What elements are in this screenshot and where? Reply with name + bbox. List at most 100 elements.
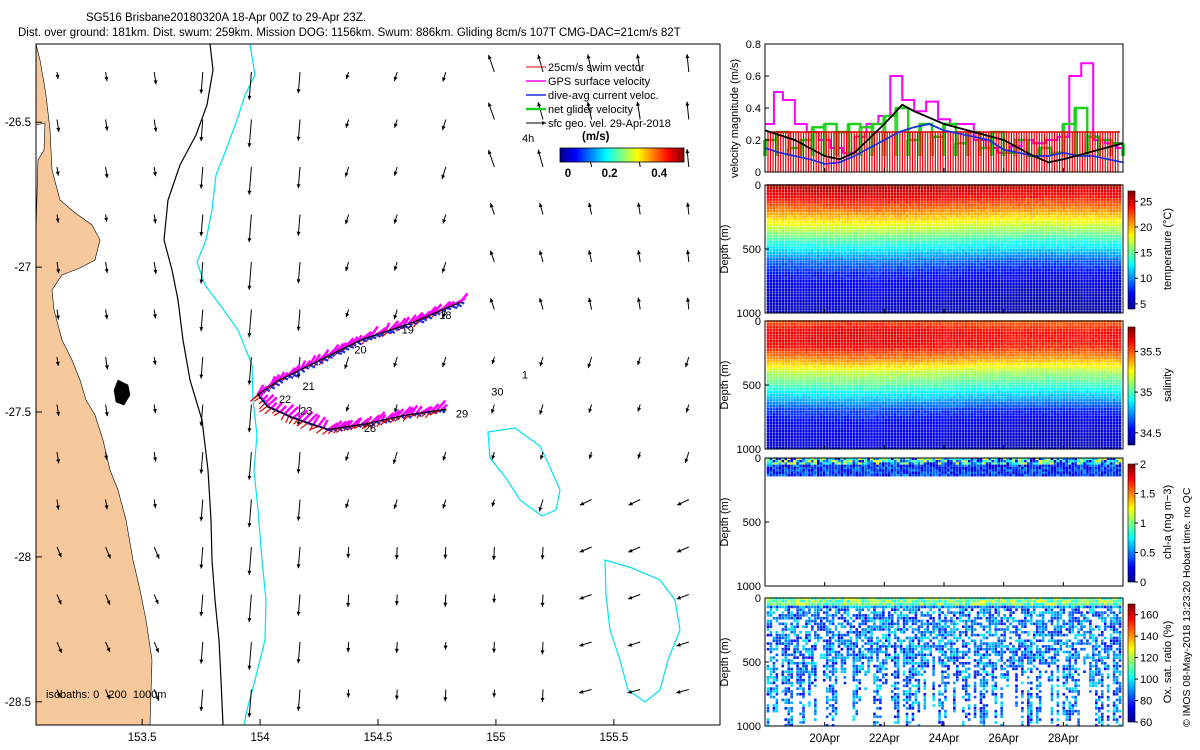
section-dot — [831, 294, 835, 297]
section-dot — [905, 195, 909, 199]
section-dot — [911, 223, 915, 227]
section-dot — [1041, 251, 1045, 255]
section-dot — [997, 187, 1001, 190]
section-dot — [958, 285, 962, 289]
section-dot — [1032, 198, 1036, 201]
section-dot — [1032, 257, 1036, 261]
section-dot — [923, 251, 927, 255]
section-dot — [834, 305, 838, 308]
section-dot — [911, 206, 915, 210]
section-dot — [805, 254, 808, 258]
section-dot — [852, 308, 856, 311]
section-dot — [985, 229, 989, 232]
section-dot — [1035, 277, 1039, 280]
section-dot — [1029, 305, 1033, 308]
section-dot — [982, 268, 986, 272]
section-dot — [882, 257, 885, 261]
section-dot — [914, 201, 918, 204]
section-dot — [896, 206, 900, 210]
section-dot — [896, 220, 900, 224]
section-dot — [964, 223, 968, 227]
section-dot — [1038, 220, 1042, 224]
section-dot — [861, 189, 864, 193]
section-dot — [991, 243, 995, 246]
section-dot — [778, 265, 782, 269]
section-dot — [890, 282, 894, 286]
section-dot — [796, 198, 799, 201]
section-dot — [790, 201, 793, 204]
section-dot — [811, 209, 814, 213]
section-dot — [997, 218, 1001, 221]
section-dot — [944, 195, 947, 199]
section-dot — [1006, 243, 1009, 246]
section-dot — [849, 271, 853, 275]
section-dot — [991, 277, 995, 280]
section-dot — [1044, 192, 1048, 196]
section-dot — [843, 246, 847, 249]
section-dot — [973, 223, 977, 227]
section-dot — [1050, 288, 1054, 292]
section-dot — [864, 212, 867, 215]
section-dot — [976, 187, 980, 190]
section-dot — [961, 305, 965, 308]
section-dot — [914, 291, 918, 294]
section-dot — [769, 271, 773, 275]
section-dot — [861, 243, 864, 246]
section-dot — [997, 263, 1001, 266]
section-dot — [769, 294, 773, 297]
section-dot — [885, 226, 888, 230]
section-dot — [858, 187, 861, 190]
section-dot — [905, 232, 909, 235]
section-dot — [950, 251, 953, 255]
section-dot — [772, 201, 776, 204]
section-dot — [861, 215, 864, 218]
section-dot — [867, 229, 870, 232]
section-dot — [988, 271, 992, 275]
section-dot — [834, 201, 838, 204]
section-dot — [1029, 195, 1033, 199]
section-dot — [772, 229, 776, 232]
section-dot — [778, 279, 782, 283]
section-dot — [964, 248, 968, 252]
section-dot — [819, 232, 823, 235]
section-dot — [781, 198, 785, 201]
section-dot — [837, 263, 841, 266]
section-dot — [1009, 294, 1012, 297]
section-dot — [941, 299, 944, 303]
section-dot — [914, 206, 918, 210]
section-dot — [1041, 271, 1045, 275]
section-dot — [811, 254, 814, 258]
section-dot — [958, 240, 962, 244]
section-dot — [1029, 226, 1033, 230]
section-dot — [769, 232, 773, 235]
section-dot — [908, 248, 912, 252]
section-dot — [1038, 206, 1042, 210]
section-dot — [985, 234, 989, 238]
section-dot — [917, 263, 921, 266]
section-dot — [994, 215, 998, 218]
section-dot — [950, 246, 953, 249]
section-dot — [799, 240, 802, 244]
section-dot — [778, 203, 782, 207]
section-dot — [1006, 248, 1009, 252]
geo-velocity-arrow — [296, 641, 301, 664]
geo-velocity-arrow — [199, 119, 204, 142]
section-dot — [846, 192, 850, 196]
section-dot — [858, 218, 861, 221]
section-dot — [935, 282, 938, 286]
section-dot — [772, 274, 776, 277]
section-dot — [858, 257, 861, 261]
section-dot — [778, 215, 782, 218]
section-dot — [846, 237, 850, 241]
section-dot — [947, 274, 950, 277]
section-dot — [890, 254, 894, 258]
section-dot — [917, 291, 921, 294]
section-dot — [867, 201, 870, 204]
section-dot — [855, 215, 859, 218]
section-dot — [793, 248, 796, 252]
section-dot — [1047, 237, 1051, 241]
section-dot — [1027, 251, 1030, 255]
section-dot — [811, 195, 814, 199]
section-dot — [1038, 232, 1042, 235]
section-dot — [917, 285, 921, 289]
